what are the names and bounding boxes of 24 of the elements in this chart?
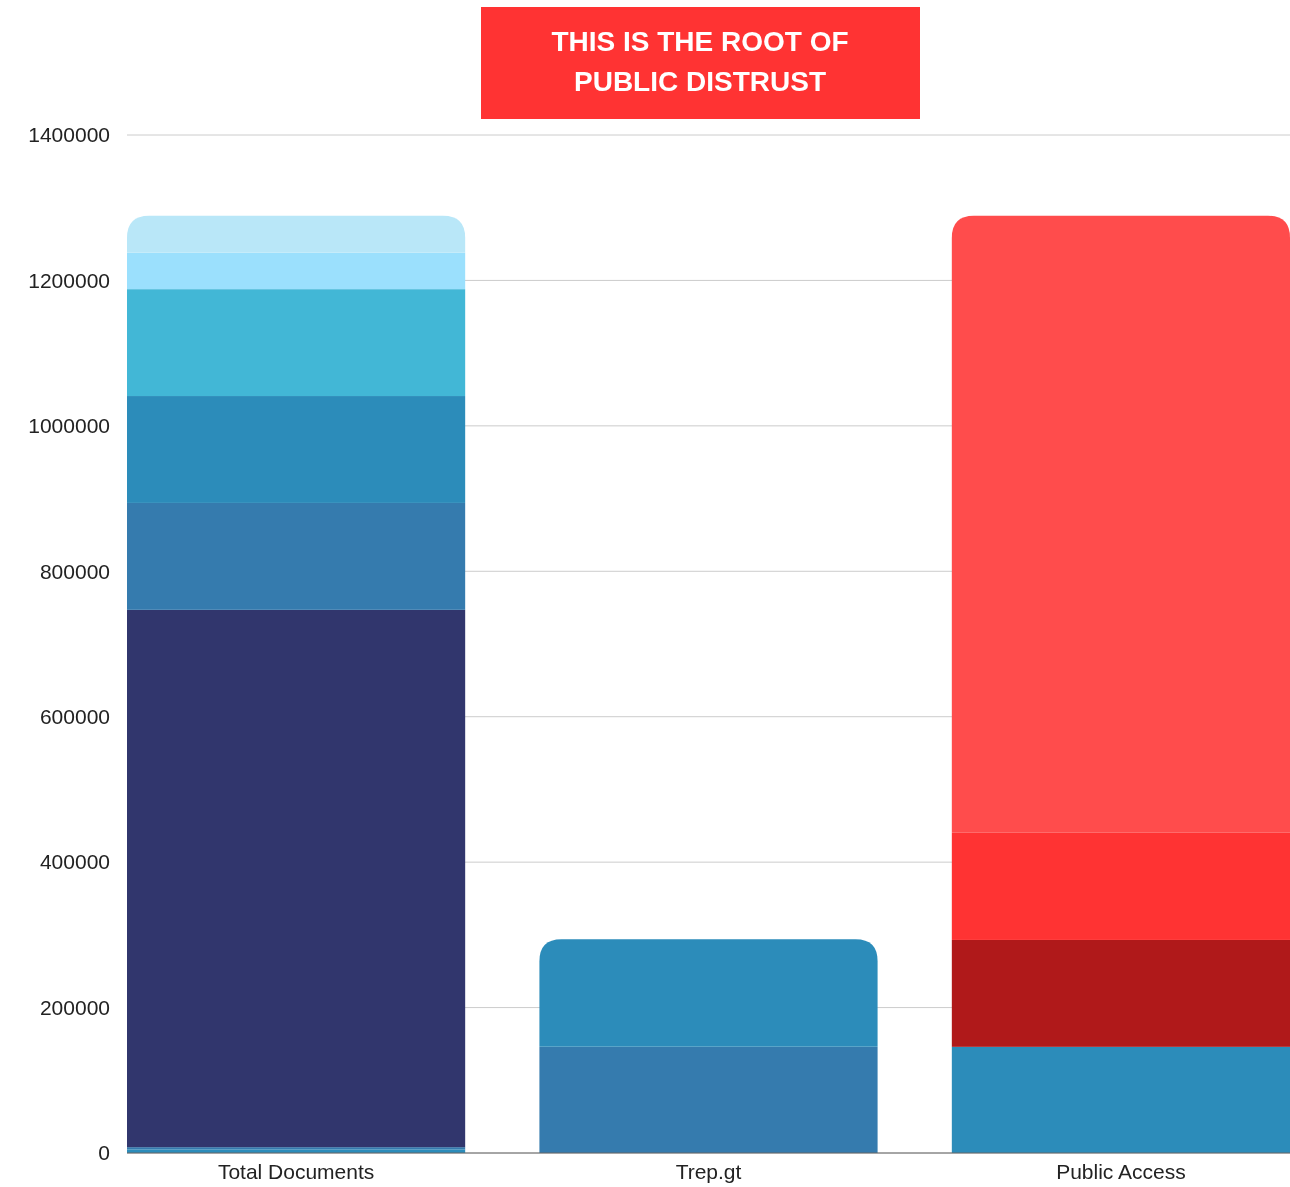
- bar: [951, 832, 1290, 940]
- y-tick-label: 1200000: [28, 268, 110, 292]
- x-tick-label: Trep.gt: [675, 1160, 742, 1183]
- x-tick-label: Public Access: [1056, 1160, 1186, 1183]
- bar: [127, 502, 466, 610]
- bar: [539, 1046, 878, 1153]
- bar: [127, 396, 466, 503]
- bar: [951, 1046, 1290, 1153]
- bar: [951, 939, 1290, 1047]
- bar: [951, 215, 1290, 833]
- y-tick-label: 400000: [39, 850, 110, 874]
- x-tick-label: Total Documents: [217, 1160, 375, 1183]
- y-tick-label: 0: [98, 1141, 110, 1165]
- y-tick-label: 1400000: [28, 123, 110, 147]
- y-tick-label: 200000: [39, 995, 110, 1019]
- bar: [127, 215, 466, 253]
- bar: [127, 289, 466, 397]
- bar: [539, 939, 878, 1047]
- bar: [127, 609, 466, 1148]
- y-tick-label: 1000000: [28, 414, 110, 438]
- chart-title: THIS IS THE ROOT OF PUBLIC DISTRUST: [551, 26, 849, 97]
- y-tick-label: 600000: [39, 705, 110, 729]
- bar: [127, 252, 466, 290]
- y-tick-label: 800000: [39, 559, 110, 583]
